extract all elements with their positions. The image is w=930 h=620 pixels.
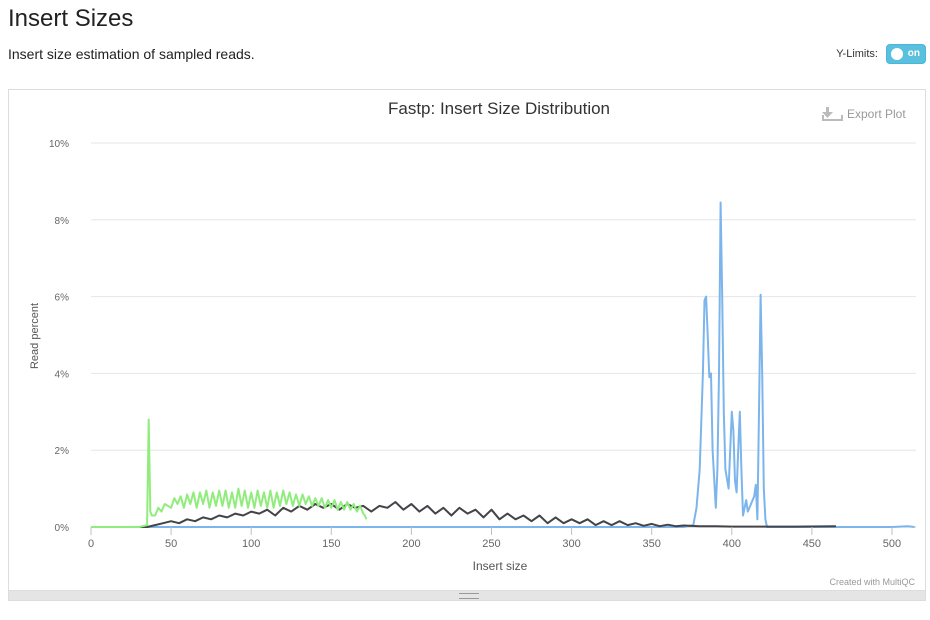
insert-size-chart: 0 50 100 150 200 250 300 350 400 450 500 0% 2% 4% 6% 8…: [29, 99, 916, 587]
x-tick-label: 200: [402, 538, 420, 550]
x-tick-label: 0: [88, 538, 94, 550]
x-tick-label: 250: [482, 538, 500, 550]
y-tick-label: 10%: [49, 139, 69, 150]
export-plot-label: Export Plot: [847, 107, 906, 121]
chart-title: Fastp: Insert Size Distribution: [388, 99, 610, 118]
toggle-state-label: on: [907, 48, 920, 59]
y-tick-label: 6%: [55, 293, 70, 304]
export-plot-button[interactable]: Export Plot: [822, 107, 906, 121]
series-line-3: [91, 418, 368, 528]
resize-grip-icon: [459, 593, 479, 599]
x-tick-label: 150: [322, 538, 340, 550]
y-tick-label: 0%: [55, 523, 70, 534]
plot-container: 0 50 100 150 200 250 300 350 400 450 500 0% 2% 4% 6% 8…: [8, 89, 926, 591]
ylimits-label: Y-Limits:: [836, 48, 878, 60]
x-tick-label: 50: [165, 538, 177, 550]
plot-resize-handle[interactable]: [8, 591, 926, 601]
x-tick-label: 350: [642, 538, 660, 550]
x-tick-label: 400: [723, 538, 741, 550]
x-tick-label: 300: [562, 538, 580, 550]
multiqc-credit: Created with MultiQC: [829, 577, 915, 587]
x-tick-label: 450: [803, 538, 821, 550]
series-line-1: [91, 201, 915, 528]
download-icon: [822, 107, 843, 121]
y-axis-label: Read percent: [29, 303, 41, 369]
ylimits-control: Y-Limits: on: [836, 43, 926, 65]
section-description: Insert size estimation of sampled reads.: [8, 46, 255, 62]
section-title: Insert Sizes: [8, 5, 134, 32]
y-tick-label: 2%: [55, 446, 70, 457]
ylimits-toggle[interactable]: on: [886, 44, 926, 64]
x-axis-label: Insert size: [473, 559, 528, 573]
series-line-2: [91, 501, 836, 528]
x-tick-label: 500: [883, 538, 901, 550]
y-tick-label: 8%: [55, 216, 70, 227]
y-tick-label: 4%: [55, 369, 70, 380]
toggle-knob: [891, 48, 903, 60]
x-tick-label: 100: [242, 538, 260, 550]
